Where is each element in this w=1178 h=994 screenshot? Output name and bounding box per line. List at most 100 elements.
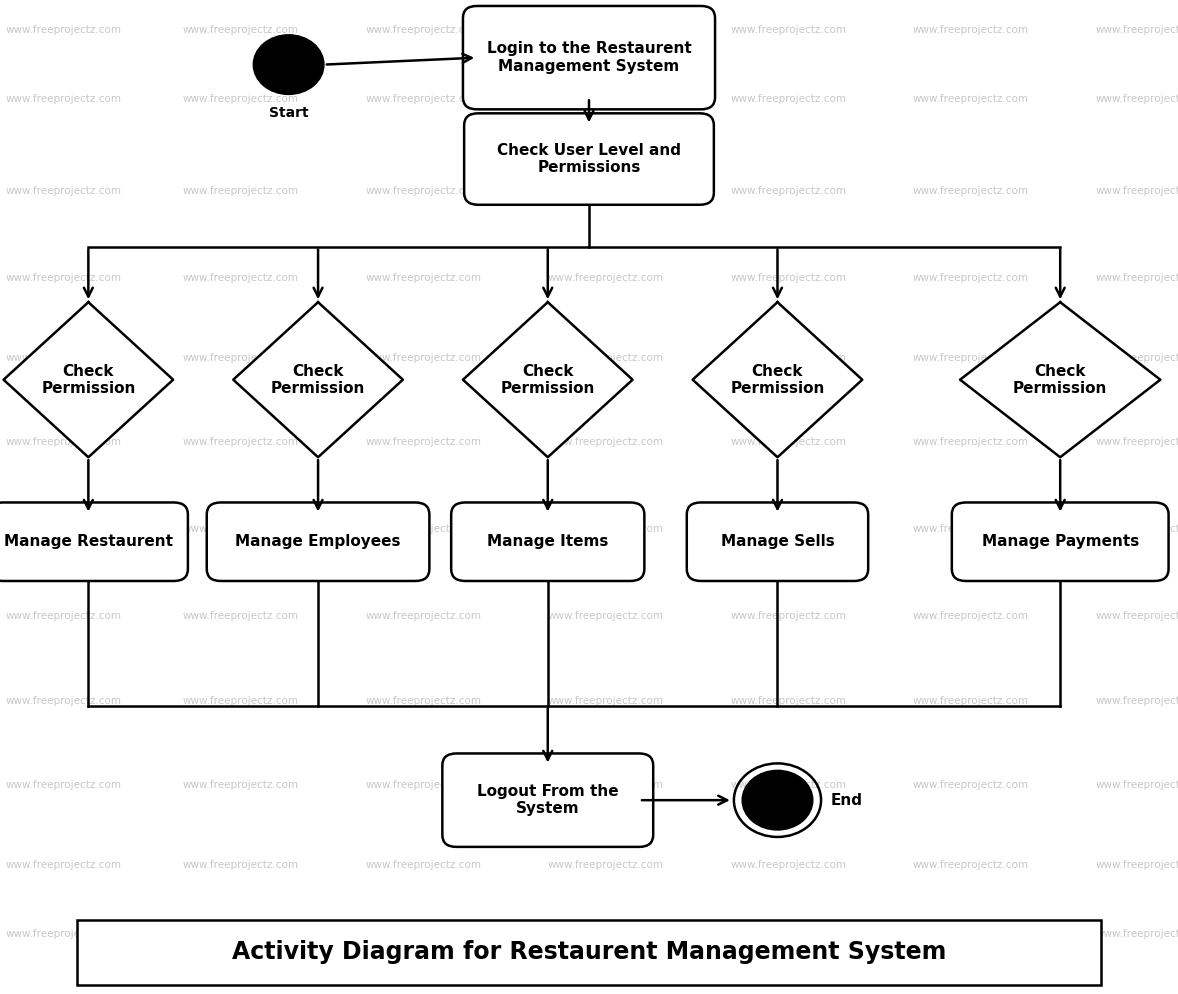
Text: Logout From the
System: Logout From the System [477,784,618,816]
Text: www.freeprojectz.com: www.freeprojectz.com [913,353,1028,363]
Text: www.freeprojectz.com: www.freeprojectz.com [365,524,481,534]
Text: www.freeprojectz.com: www.freeprojectz.com [1096,929,1178,939]
Text: End: End [830,792,862,808]
Text: www.freeprojectz.com: www.freeprojectz.com [548,273,663,283]
Text: www.freeprojectz.com: www.freeprojectz.com [183,929,298,939]
Text: www.freeprojectz.com: www.freeprojectz.com [730,25,846,35]
Text: www.freeprojectz.com: www.freeprojectz.com [548,94,663,104]
Text: www.freeprojectz.com: www.freeprojectz.com [183,780,298,790]
Text: www.freeprojectz.com: www.freeprojectz.com [183,353,298,363]
Text: www.freeprojectz.com: www.freeprojectz.com [913,611,1028,621]
Text: www.freeprojectz.com: www.freeprojectz.com [365,611,481,621]
Text: Manage Payments: Manage Payments [981,534,1139,550]
Text: www.freeprojectz.com: www.freeprojectz.com [365,273,481,283]
Circle shape [253,35,324,94]
Text: www.freeprojectz.com: www.freeprojectz.com [6,353,121,363]
FancyBboxPatch shape [463,6,715,109]
Text: www.freeprojectz.com: www.freeprojectz.com [6,437,121,447]
Text: www.freeprojectz.com: www.freeprojectz.com [6,273,121,283]
Text: www.freeprojectz.com: www.freeprojectz.com [730,353,846,363]
Text: www.freeprojectz.com: www.freeprojectz.com [548,780,663,790]
Text: Check User Level and
Permissions: Check User Level and Permissions [497,143,681,175]
Polygon shape [463,302,633,457]
FancyBboxPatch shape [687,502,868,580]
Text: www.freeprojectz.com: www.freeprojectz.com [1096,25,1178,35]
Text: www.freeprojectz.com: www.freeprojectz.com [548,929,663,939]
Text: www.freeprojectz.com: www.freeprojectz.com [183,860,298,870]
Text: www.freeprojectz.com: www.freeprojectz.com [730,273,846,283]
Text: www.freeprojectz.com: www.freeprojectz.com [913,94,1028,104]
Text: www.freeprojectz.com: www.freeprojectz.com [183,273,298,283]
Text: www.freeprojectz.com: www.freeprojectz.com [6,780,121,790]
Text: www.freeprojectz.com: www.freeprojectz.com [6,929,121,939]
Text: www.freeprojectz.com: www.freeprojectz.com [730,437,846,447]
Text: Manage Restaurent: Manage Restaurent [4,534,173,550]
Text: www.freeprojectz.com: www.freeprojectz.com [548,437,663,447]
Text: www.freeprojectz.com: www.freeprojectz.com [365,25,481,35]
Text: www.freeprojectz.com: www.freeprojectz.com [1096,611,1178,621]
Text: www.freeprojectz.com: www.freeprojectz.com [548,353,663,363]
Text: www.freeprojectz.com: www.freeprojectz.com [1096,860,1178,870]
Text: www.freeprojectz.com: www.freeprojectz.com [913,696,1028,706]
Text: Check
Permission: Check Permission [1013,364,1107,396]
FancyBboxPatch shape [207,502,429,580]
FancyBboxPatch shape [451,502,644,580]
Text: www.freeprojectz.com: www.freeprojectz.com [913,780,1028,790]
Text: Check
Permission: Check Permission [271,364,365,396]
Text: www.freeprojectz.com: www.freeprojectz.com [913,929,1028,939]
Text: www.freeprojectz.com: www.freeprojectz.com [913,437,1028,447]
Text: www.freeprojectz.com: www.freeprojectz.com [183,437,298,447]
Text: www.freeprojectz.com: www.freeprojectz.com [1096,273,1178,283]
Text: www.freeprojectz.com: www.freeprojectz.com [1096,524,1178,534]
Text: www.freeprojectz.com: www.freeprojectz.com [548,860,663,870]
Text: www.freeprojectz.com: www.freeprojectz.com [183,696,298,706]
Text: www.freeprojectz.com: www.freeprojectz.com [6,186,121,196]
Circle shape [742,770,813,830]
Text: www.freeprojectz.com: www.freeprojectz.com [730,94,846,104]
Text: www.freeprojectz.com: www.freeprojectz.com [6,696,121,706]
Text: www.freeprojectz.com: www.freeprojectz.com [548,186,663,196]
Polygon shape [4,302,173,457]
Text: www.freeprojectz.com: www.freeprojectz.com [1096,696,1178,706]
Text: www.freeprojectz.com: www.freeprojectz.com [6,94,121,104]
Text: www.freeprojectz.com: www.freeprojectz.com [365,186,481,196]
FancyBboxPatch shape [0,502,187,580]
Text: www.freeprojectz.com: www.freeprojectz.com [548,25,663,35]
Polygon shape [233,302,403,457]
Text: www.freeprojectz.com: www.freeprojectz.com [6,25,121,35]
Text: www.freeprojectz.com: www.freeprojectz.com [730,860,846,870]
Text: Start: Start [269,106,309,120]
FancyBboxPatch shape [464,113,714,205]
Text: www.freeprojectz.com: www.freeprojectz.com [183,611,298,621]
Text: www.freeprojectz.com: www.freeprojectz.com [913,273,1028,283]
Text: www.freeprojectz.com: www.freeprojectz.com [365,929,481,939]
FancyBboxPatch shape [443,753,653,847]
Text: www.freeprojectz.com: www.freeprojectz.com [548,611,663,621]
Text: www.freeprojectz.com: www.freeprojectz.com [183,94,298,104]
Text: www.freeprojectz.com: www.freeprojectz.com [365,860,481,870]
Text: www.freeprojectz.com: www.freeprojectz.com [183,186,298,196]
Text: Manage Sells: Manage Sells [721,534,834,550]
Text: www.freeprojectz.com: www.freeprojectz.com [548,696,663,706]
Text: Manage Items: Manage Items [487,534,609,550]
Text: Login to the Restaurent
Management System: Login to the Restaurent Management Syste… [487,42,691,74]
Text: www.freeprojectz.com: www.freeprojectz.com [730,696,846,706]
Text: www.freeprojectz.com: www.freeprojectz.com [365,353,481,363]
Text: www.freeprojectz.com: www.freeprojectz.com [913,524,1028,534]
Text: www.freeprojectz.com: www.freeprojectz.com [548,524,663,534]
Text: www.freeprojectz.com: www.freeprojectz.com [913,186,1028,196]
Text: www.freeprojectz.com: www.freeprojectz.com [365,780,481,790]
Polygon shape [693,302,862,457]
Text: www.freeprojectz.com: www.freeprojectz.com [730,780,846,790]
Text: www.freeprojectz.com: www.freeprojectz.com [730,611,846,621]
Text: www.freeprojectz.com: www.freeprojectz.com [6,611,121,621]
Text: www.freeprojectz.com: www.freeprojectz.com [365,696,481,706]
Text: www.freeprojectz.com: www.freeprojectz.com [6,524,121,534]
Text: Check
Permission: Check Permission [41,364,135,396]
Text: www.freeprojectz.com: www.freeprojectz.com [1096,437,1178,447]
Text: www.freeprojectz.com: www.freeprojectz.com [183,524,298,534]
Text: www.freeprojectz.com: www.freeprojectz.com [1096,780,1178,790]
Text: www.freeprojectz.com: www.freeprojectz.com [913,25,1028,35]
Text: www.freeprojectz.com: www.freeprojectz.com [730,929,846,939]
FancyBboxPatch shape [77,920,1101,984]
